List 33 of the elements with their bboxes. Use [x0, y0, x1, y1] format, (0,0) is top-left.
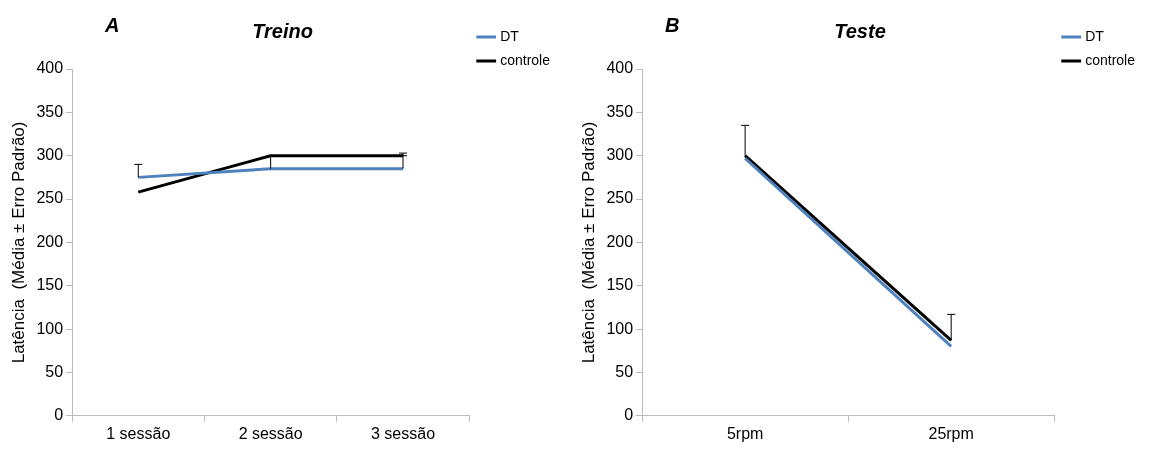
chart-title: Teste	[834, 19, 886, 42]
legend-label: DT	[500, 27, 520, 44]
y-tick-label: 400	[36, 59, 64, 77]
legend-label: controle	[1085, 51, 1136, 68]
y-tick-label: 150	[606, 276, 634, 294]
y-tick-label: 50	[615, 362, 634, 380]
x-tick-label: 2 sessão	[238, 424, 303, 442]
y-axis-title: Latência (Média ± Erro Padrão)	[8, 121, 28, 364]
text: B	[665, 14, 680, 37]
text: A	[105, 14, 120, 37]
x-tick-label: 3 sessão	[370, 424, 436, 442]
y-tick-label: 0	[624, 406, 634, 424]
y-tick-label: 50	[45, 362, 64, 380]
x-tick-label: 5rpm	[726, 424, 764, 442]
y-tick-label: 0	[54, 406, 64, 424]
y-tick-label: 400	[606, 59, 634, 77]
y-axis-title: Latência (Média ± Erro Padrão)	[578, 121, 598, 364]
y-tick-label: 350	[36, 102, 64, 120]
legend-label: DT	[1085, 27, 1105, 44]
y-tick-label: 200	[36, 232, 64, 250]
y-tick-label: 200	[606, 232, 634, 250]
legend-label: controle	[500, 51, 551, 68]
x-tick-label: 25rpm	[928, 424, 974, 442]
y-tick-label: 100	[36, 319, 64, 337]
y-tick-label: 100	[606, 319, 634, 337]
y-tick-label: 300	[36, 146, 64, 164]
y-tick-label: 150	[36, 276, 64, 294]
x-tick-label: 1 sessão	[106, 424, 171, 442]
y-tick-label: 250	[36, 189, 64, 207]
y-tick-label: 350	[606, 102, 634, 120]
y-tick-label: 250	[606, 189, 634, 207]
chart-title: Treino	[252, 19, 313, 42]
y-tick-label: 300	[606, 146, 634, 164]
